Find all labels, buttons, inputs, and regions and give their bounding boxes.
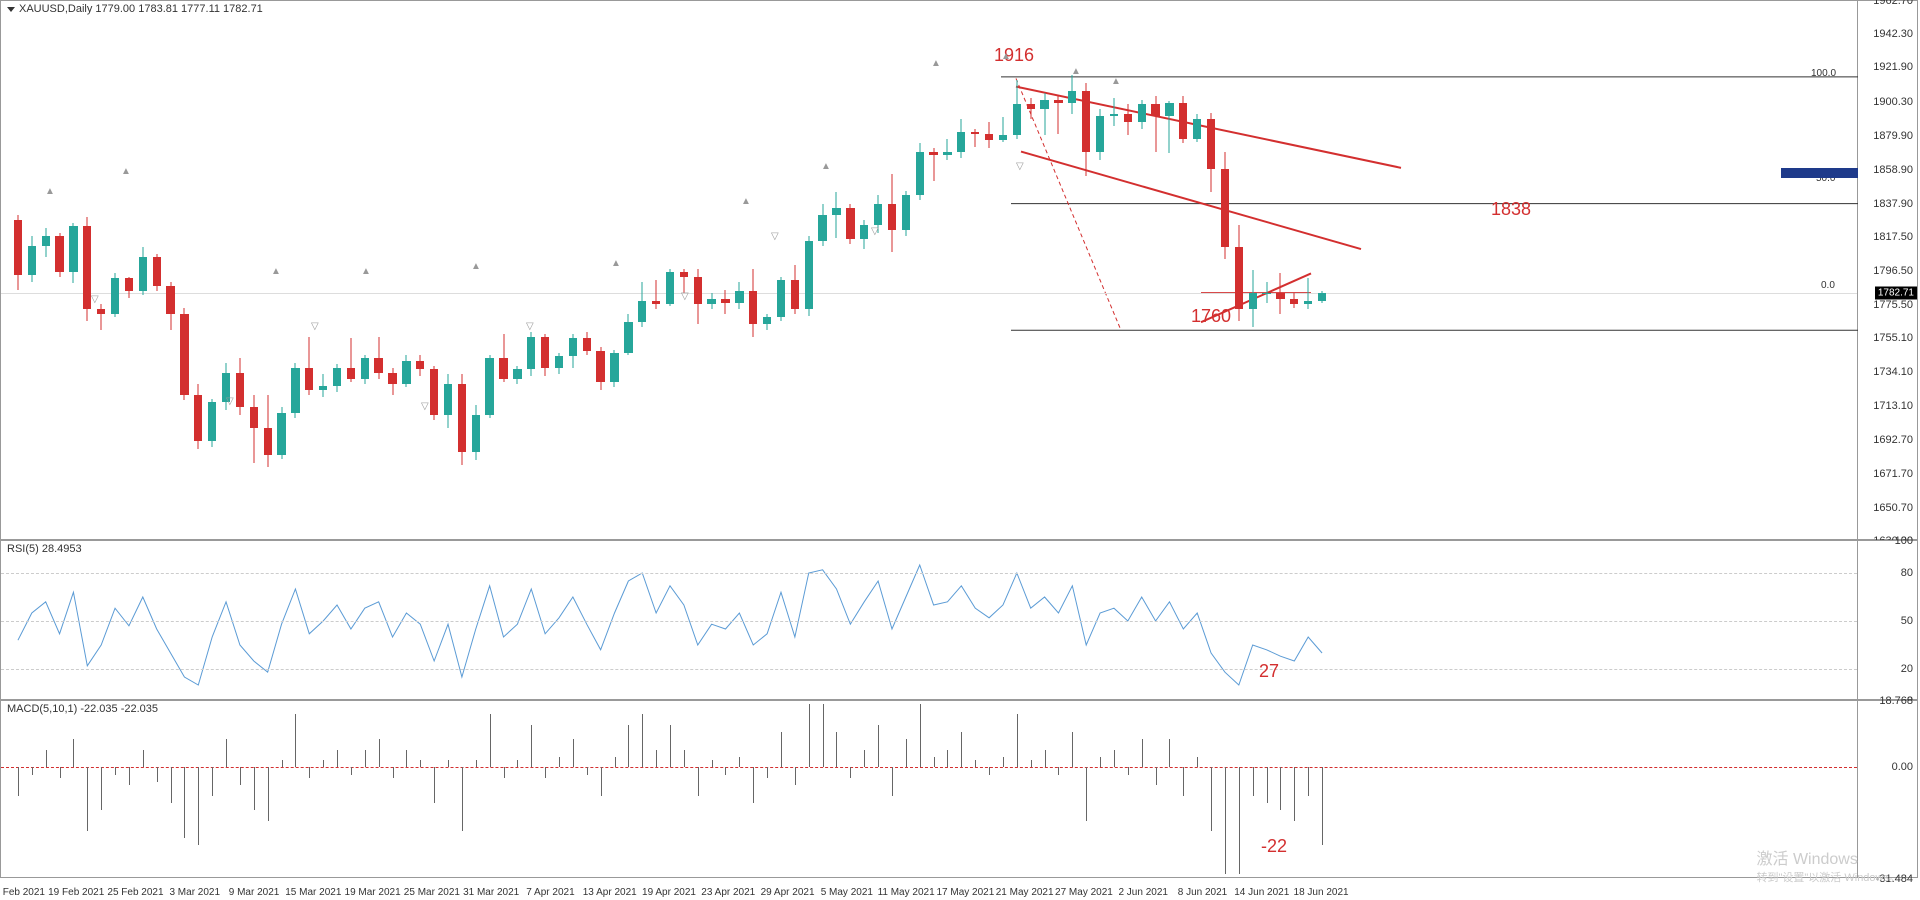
macd-axis: 18.7680.00-31.484 bbox=[1858, 700, 1918, 878]
main-chart-container: XAUUSD,Daily 1779.00 1783.81 1777.11 178… bbox=[0, 0, 1918, 540]
chart-title: XAUUSD,Daily 1779.00 1783.81 1777.11 178… bbox=[7, 3, 263, 15]
price-chart[interactable]: XAUUSD,Daily 1779.00 1783.81 1777.11 178… bbox=[0, 0, 1858, 540]
time-axis: 15 Feb 202119 Feb 202125 Feb 20213 Mar 2… bbox=[0, 878, 1918, 900]
macd-chart[interactable]: MACD(5,10,1) -22.035 -22.035 -22 bbox=[0, 700, 1858, 878]
rsi-axis: 1008050200 bbox=[1858, 540, 1918, 700]
macd-title: MACD(5,10,1) -22.035 -22.035 bbox=[7, 703, 158, 715]
price-axis: 1962.701942.301921.901900.301879.901858.… bbox=[1858, 0, 1918, 540]
macd-container: MACD(5,10,1) -22.035 -22.035 -22 18.7680… bbox=[0, 700, 1918, 878]
rsi-title: RSI(5) 28.4953 bbox=[7, 543, 82, 555]
rsi-container: RSI(5) 28.4953 27 1008050200 bbox=[0, 540, 1918, 700]
rsi-chart[interactable]: RSI(5) 28.4953 27 bbox=[0, 540, 1858, 700]
